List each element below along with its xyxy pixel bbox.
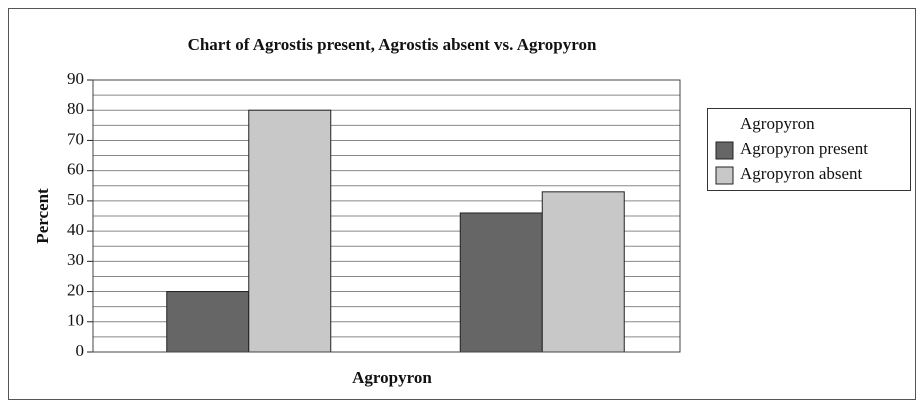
legend-label: Agropyron present (740, 139, 868, 158)
bar (166, 291, 250, 353)
y-tick-label: 0 (76, 341, 85, 360)
y-tick-label: 40 (67, 220, 84, 239)
legend-title: Agropyron (740, 114, 815, 133)
y-tick-label: 30 (67, 250, 84, 269)
y-tick-label: 70 (67, 129, 84, 148)
plot-border (92, 79, 681, 353)
legend-swatch (715, 166, 734, 185)
y-tick-label: 90 (67, 69, 84, 88)
legend-box (707, 108, 911, 191)
chart-title: Chart of Agrostis present, Agrostis abse… (188, 35, 597, 54)
y-tick-label: 80 (67, 99, 84, 118)
y-tick-label: 20 (67, 280, 84, 299)
y-tick-label: 10 (67, 311, 84, 330)
y-axis-label: Percent (33, 188, 52, 244)
y-tick-label: 50 (67, 190, 84, 209)
bar (248, 109, 332, 353)
x-axis-label: Agropyron (352, 368, 432, 387)
legend-label: Agropyron absent (740, 164, 863, 183)
y-tick-label: 60 (67, 160, 84, 179)
legend-swatch (715, 141, 734, 160)
bar (541, 191, 625, 353)
bar (459, 212, 543, 353)
